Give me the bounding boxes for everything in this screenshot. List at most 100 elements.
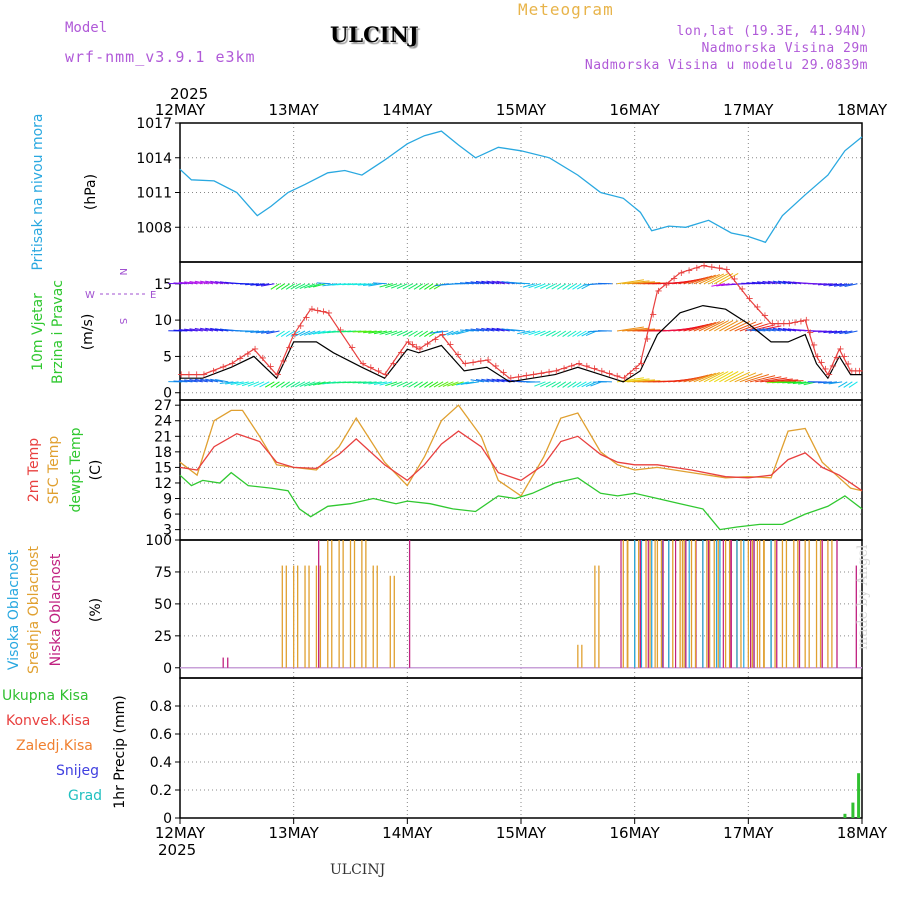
gust-marker: +	[416, 344, 424, 355]
wind-barb	[486, 378, 500, 383]
wind-barb	[557, 330, 567, 337]
wind-barb	[396, 381, 408, 388]
wind-barb	[572, 381, 582, 388]
wind-barb	[622, 378, 650, 383]
wind-barb	[838, 381, 848, 388]
gust-marker: +	[477, 356, 485, 367]
gust-marker: +	[745, 293, 753, 304]
wind-barb	[698, 372, 720, 383]
wind-barb	[173, 380, 188, 383]
wind-barb	[627, 281, 656, 285]
wind-barb	[408, 330, 418, 337]
compass-south: S	[117, 318, 128, 324]
bottom-time-label: 16MAY	[610, 824, 661, 842]
wind-barb	[255, 283, 270, 287]
wind-barb	[517, 330, 531, 335]
wind-barb	[250, 283, 265, 286]
top-time-label: 18MAY	[837, 101, 888, 119]
wind-barb	[295, 330, 306, 337]
wind-barb	[396, 330, 408, 337]
gust-marker: +	[723, 264, 731, 275]
gust-marker: +	[605, 368, 613, 379]
wind-barb	[316, 282, 331, 285]
temp-unit: (C)	[88, 460, 104, 481]
wind-barb	[627, 328, 656, 332]
lonlat-label: lon,lat (19.3E, 41.94N)	[676, 24, 868, 39]
gust-marker: +	[785, 319, 793, 330]
wind-barb	[719, 371, 739, 383]
wind-barb	[491, 280, 505, 285]
y-tick-label: 0.6	[150, 727, 172, 743]
gust-marker: +	[209, 366, 217, 377]
wind-barb	[782, 381, 797, 384]
wind-barb	[772, 280, 786, 285]
wind-barb	[812, 330, 827, 332]
y-tick-label: 0.2	[150, 783, 172, 799]
wind-barb	[434, 330, 449, 334]
wind-barbs-level-1.5	[168, 371, 858, 388]
wind-barb	[199, 280, 214, 285]
y-tick-label: 50	[154, 597, 172, 613]
gust-marker: +	[685, 265, 693, 276]
wind-barb	[210, 280, 224, 285]
wind-title: 10m Vjetar	[30, 293, 46, 371]
wind-barb	[368, 381, 382, 385]
wind-barb	[693, 274, 716, 285]
bottom-year-label: 2025	[158, 841, 196, 859]
wind-barb	[481, 378, 495, 383]
wind-barb	[312, 330, 326, 335]
bottom-time-label: 13MAY	[269, 824, 320, 842]
precip-legend-2: Zaledj.Kisa	[16, 738, 93, 754]
wind-barb	[844, 330, 858, 335]
gust-marker: +	[851, 366, 859, 377]
y-tick-label: 3	[163, 523, 172, 539]
wind-barb	[255, 330, 270, 334]
y-tick-label: 100	[145, 533, 172, 549]
wind-barb	[839, 283, 853, 287]
gust-marker: +	[314, 305, 322, 316]
wind-barb	[438, 381, 449, 388]
gust-marker: +	[829, 361, 837, 372]
wind-barb	[352, 381, 367, 384]
gust-marker: +	[492, 361, 500, 372]
wind-barb	[465, 381, 480, 385]
wind-barb	[241, 381, 255, 387]
wind-barb	[275, 330, 285, 338]
precip-legend-3: Snijeg	[56, 763, 99, 779]
wind-barb	[215, 328, 229, 332]
wind-barb	[501, 328, 515, 332]
wind-barb	[391, 283, 403, 289]
gust-marker: +	[522, 371, 530, 382]
wind-barb	[408, 283, 418, 290]
gust-marker: +	[848, 366, 856, 377]
wind-barb	[734, 372, 757, 383]
wind-barb	[708, 371, 729, 383]
chart-type-label: Meteogram	[518, 0, 614, 19]
pressure-line	[179, 130, 863, 244]
gust-marker: +	[266, 361, 274, 372]
wind-barb	[576, 381, 587, 388]
wind-barb	[429, 283, 439, 290]
wind-barb	[703, 273, 725, 285]
wind-barb	[688, 373, 713, 383]
gust-marker: +	[469, 357, 477, 368]
wind-barb	[590, 381, 602, 387]
wind-barb	[290, 330, 301, 337]
wind-barb	[746, 282, 761, 285]
wind-barb	[760, 377, 788, 383]
y-tick-label: 0	[163, 811, 172, 827]
wind-barb	[225, 381, 239, 385]
wind-barb	[739, 322, 763, 332]
bottom-time-label: 18MAY	[837, 824, 888, 842]
wind-barb	[205, 280, 219, 285]
wind-barb	[765, 378, 793, 383]
wind-barb	[777, 327, 792, 332]
wind-barb	[408, 381, 418, 388]
gust-marker: +	[348, 342, 356, 353]
gust-marker: +	[677, 268, 685, 279]
gust-marker: +	[632, 363, 640, 374]
y-tick-label: 18	[154, 445, 172, 461]
wind-barb	[236, 381, 249, 386]
precip-legend-0: Ukupna Kisa	[2, 688, 89, 704]
wind-barb	[205, 378, 219, 383]
